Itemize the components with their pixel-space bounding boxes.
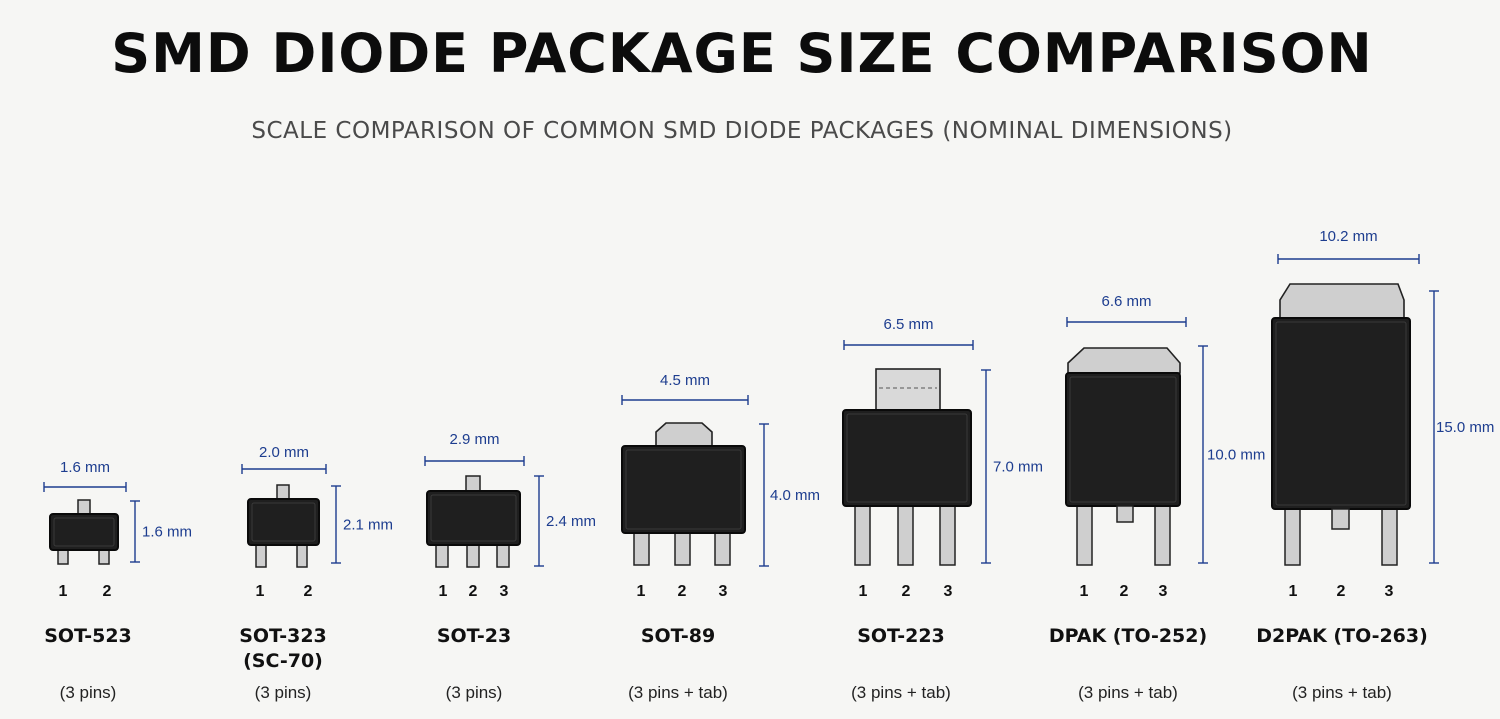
pin-count-note: (3 pins) — [446, 683, 503, 702]
width-dimension-label: 6.6 mm — [1101, 293, 1151, 310]
width-dimension-label: 6.5 mm — [883, 316, 933, 333]
height-dimension-label: 7.0 mm — [993, 459, 1043, 476]
package-body — [247, 498, 320, 546]
package-name: SOT-323 — [239, 625, 327, 647]
body-bevel — [430, 494, 517, 542]
pin-count-note: (3 pins) — [60, 683, 117, 702]
heatsink-tab — [1279, 283, 1405, 319]
package-sot-523: 1.6 mm 1.6 mm 1 2 SOT-523 (3 pins) — [43, 459, 192, 702]
page-subtitle: SCALE COMPARISON OF COMMON SMD DIODE PAC… — [251, 118, 1233, 144]
pin-number-label: 1 — [439, 583, 448, 600]
pin-count-note: (3 pins + tab) — [851, 683, 951, 702]
height-dimension-label: 10.0 mm — [1207, 447, 1265, 464]
pin-number-label: 3 — [719, 583, 728, 600]
pin-number-label: 3 — [944, 583, 953, 600]
pin-number-label: 2 — [1337, 583, 1346, 600]
package-name: DPAK (TO-252) — [1049, 625, 1207, 647]
pin-number-label: 3 — [1159, 583, 1168, 600]
lead-3 — [939, 505, 956, 566]
body-bevel — [53, 517, 115, 547]
heatsink-tab — [1067, 347, 1181, 374]
body-bevel — [846, 413, 968, 503]
lead-2 — [98, 549, 110, 565]
lead-3 — [714, 532, 731, 566]
package-body — [621, 445, 746, 534]
pin-count-note: (3 pins + tab) — [1292, 683, 1392, 702]
pin-number-label: 2 — [469, 583, 478, 600]
pin-number-label: 1 — [1289, 583, 1298, 600]
height-dimension-label: 1.6 mm — [142, 524, 192, 541]
pin-number-label: 1 — [256, 583, 265, 600]
top-lead — [465, 475, 481, 492]
height-dimension-label: 15.0 mm — [1436, 419, 1494, 436]
width-dimension-label: 2.9 mm — [449, 431, 499, 448]
package-name: SOT-23 — [437, 625, 511, 647]
lead-1 — [1076, 505, 1093, 566]
lead-1 — [1284, 508, 1301, 566]
lead-2 — [466, 544, 480, 568]
width-dimension-label: 1.6 mm — [60, 459, 110, 476]
pin-count-note: (3 pins + tab) — [628, 683, 728, 702]
package-sot-323: 2.0 mm 2.1 mm 1 2 SOT-323 (SC-70) (3 pins) — [239, 444, 393, 702]
package-sot-89: 4.5 mm 4.0 mm 1 2 3 SOT-89 (3 pins + tab) — [621, 372, 820, 702]
package-sot-223: 6.5 mm 7.0 mm 1 2 3 SOT-223 (3 pins + tab) — [842, 316, 1043, 702]
width-dimension-label: 10.2 mm — [1319, 228, 1377, 245]
top-lead — [77, 499, 91, 515]
body-bevel — [1275, 321, 1407, 506]
package-name: SOT-223 — [857, 625, 945, 647]
width-dimension-label: 4.5 mm — [660, 372, 710, 389]
body-bevel — [1069, 376, 1177, 503]
height-dimension-label: 2.4 mm — [546, 513, 596, 530]
lead-1 — [57, 549, 69, 565]
lead-2 — [897, 505, 914, 566]
width-dimension-label: 2.0 mm — [259, 444, 309, 461]
body-bevel — [251, 502, 316, 542]
lead-2 — [674, 532, 691, 566]
lead-2 — [1154, 505, 1171, 566]
pin-number-label: 2 — [1120, 583, 1129, 600]
top-lead — [276, 484, 290, 500]
lead-1 — [255, 544, 267, 568]
center-lead-stub — [1331, 508, 1350, 530]
package-name: SOT-523 — [44, 625, 132, 647]
center-lead-stub — [1116, 505, 1134, 523]
package-body — [842, 409, 972, 507]
lead-1 — [435, 544, 449, 568]
package-body — [49, 513, 119, 551]
heatsink-tab — [655, 422, 713, 447]
lead-2 — [1381, 508, 1398, 566]
height-dimension-label: 2.1 mm — [343, 517, 393, 534]
body-bevel — [625, 449, 742, 530]
pin-count-note: (3 pins + tab) — [1078, 683, 1178, 702]
package-alt-name: (SC-70) — [243, 650, 323, 672]
package-name: D2PAK (TO-263) — [1256, 625, 1428, 647]
pin-number-label: 1 — [59, 583, 68, 600]
pin-number-label: 2 — [902, 583, 911, 600]
pin-number-label: 1 — [1080, 583, 1089, 600]
package-d2pak-to-263: 10.2 mm 15.0 mm 1 2 3 D2PAK (TO-263) (3 pins +… — [1256, 228, 1494, 702]
lead-2 — [296, 544, 308, 568]
lead-1 — [854, 505, 871, 566]
package-name: SOT-89 — [641, 625, 715, 647]
package-sot-23: 2.9 mm 2.4 mm 1 2 3 SOT-23 (3 pins) — [424, 431, 596, 702]
package-body — [1065, 372, 1181, 507]
pin-number-label: 3 — [500, 583, 509, 600]
pin-count-note: (3 pins) — [255, 683, 312, 702]
package-dpak-to-252: 6.6 mm 10.0 mm 1 2 3 DPAK (TO-252) (3 pins + t… — [1049, 293, 1266, 702]
pin-number-label: 2 — [304, 583, 313, 600]
package-body — [426, 490, 521, 546]
height-dimension-label: 4.0 mm — [770, 487, 820, 504]
pin-number-label: 2 — [678, 583, 687, 600]
page-title: SMD DIODE PACKAGE SIZE COMPARISON — [111, 22, 1373, 85]
pin-number-label: 1 — [637, 583, 646, 600]
lead-3 — [496, 544, 510, 568]
lead-1 — [633, 532, 650, 566]
pin-number-label: 3 — [1385, 583, 1394, 600]
pin-number-label: 1 — [859, 583, 868, 600]
package-body — [1271, 317, 1411, 510]
pin-number-label: 2 — [103, 583, 112, 600]
heatsink-tab — [875, 368, 941, 411]
